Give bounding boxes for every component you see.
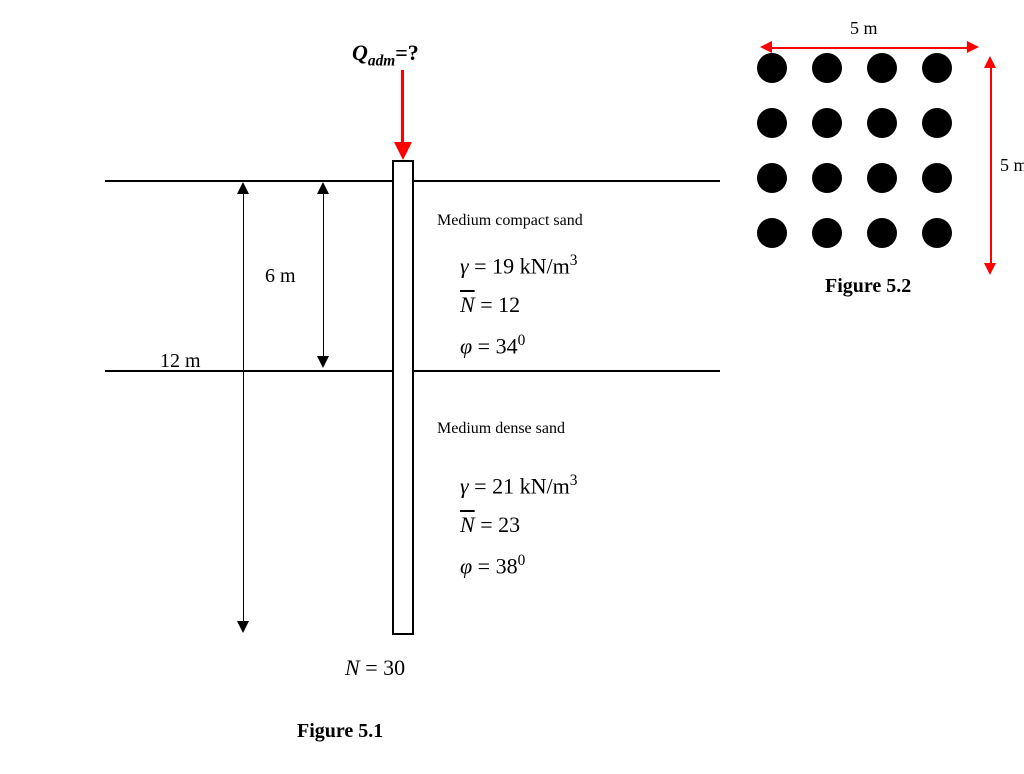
load-arrow-head xyxy=(394,142,412,160)
load-label: Qadm=? xyxy=(352,40,419,70)
pile-dot xyxy=(922,218,952,248)
fig52-right-dim-arrow-bottom xyxy=(984,263,996,275)
pile-dot xyxy=(922,53,952,83)
dim-layer-label: 6 m xyxy=(265,265,296,288)
tip-N: N = 30 xyxy=(345,655,405,681)
dim-layer-cap-bottom xyxy=(317,356,329,368)
pile-dot xyxy=(867,53,897,83)
dim-total-label: 12 m xyxy=(160,350,201,373)
layer2-phi: φ = 380 xyxy=(460,552,525,579)
layer2-gamma: γ = 21 kN/m3 xyxy=(460,472,577,499)
pile-dot xyxy=(867,108,897,138)
load-arrow-shaft xyxy=(401,70,404,142)
pile-dot xyxy=(812,163,842,193)
fig52-top-dim-arrow-left xyxy=(760,41,772,53)
dim-layer-line xyxy=(323,194,324,356)
fig52-height-label: 5 m xyxy=(1000,155,1024,176)
pile-dot xyxy=(757,53,787,83)
pile-dot xyxy=(922,108,952,138)
fig52-top-dim-line xyxy=(772,47,967,49)
pile-dot xyxy=(757,163,787,193)
pile-dot xyxy=(812,218,842,248)
pile-dot xyxy=(867,163,897,193)
pile-dot xyxy=(922,163,952,193)
pile-dot xyxy=(812,108,842,138)
layer1-gamma: γ = 19 kN/m3 xyxy=(460,252,577,279)
dim-layer-cap-top xyxy=(317,182,329,194)
pile-dot xyxy=(757,108,787,138)
layer1-N: N = 12 xyxy=(460,292,520,318)
fig52-right-dim-line xyxy=(990,68,992,263)
dim-total-cap-top xyxy=(237,182,249,194)
dim-total-cap-bottom xyxy=(237,621,249,633)
fig52-top-dim-arrow-right xyxy=(967,41,979,53)
pile-dot xyxy=(812,53,842,83)
fig51-caption: Figure 5.1 xyxy=(297,720,383,743)
fig52-right-dim-arrow-top xyxy=(984,56,996,68)
dim-total-line xyxy=(243,194,244,621)
layer1-phi: φ = 340 xyxy=(460,332,525,359)
pile-dot xyxy=(867,218,897,248)
layer2-N: N = 23 xyxy=(460,512,520,538)
layer2-name: Medium dense sand xyxy=(437,420,565,438)
layer1-name: Medium compact sand xyxy=(437,212,583,230)
pile-dot xyxy=(757,218,787,248)
fig52-caption: Figure 5.2 xyxy=(825,275,911,298)
pile xyxy=(392,160,414,635)
fig52-width-label: 5 m xyxy=(850,18,878,39)
